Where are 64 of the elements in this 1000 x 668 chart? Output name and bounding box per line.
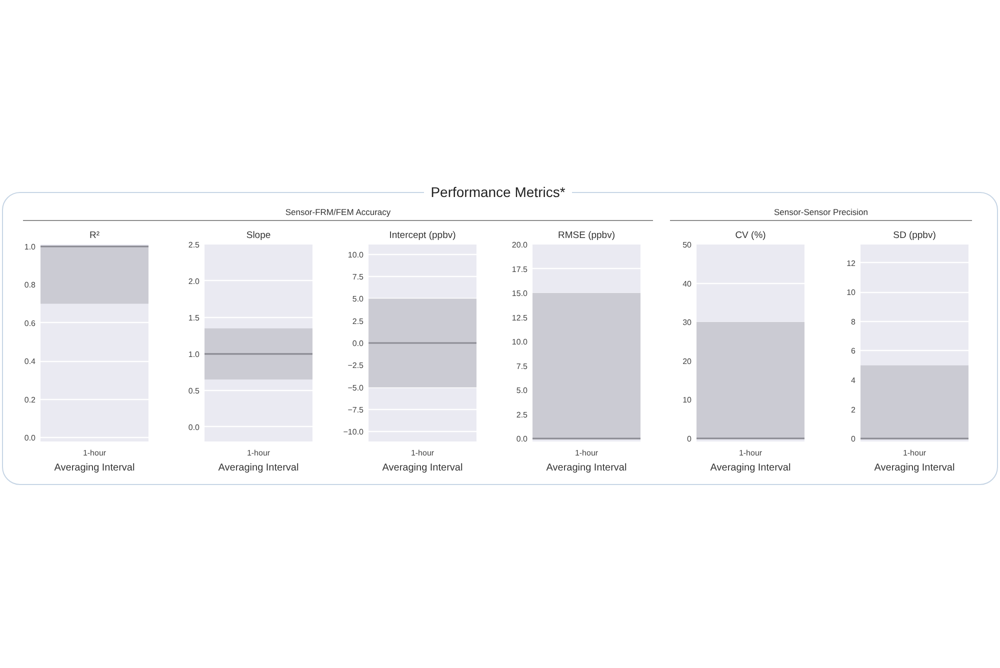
y-tick-label: 10.0 xyxy=(348,250,364,260)
y-tick-label: −10.0 xyxy=(343,428,364,437)
y-tick-label: 2.5 xyxy=(516,410,528,420)
x-tick-label: 1-hour xyxy=(738,448,762,458)
y-tick-label: 0.5 xyxy=(188,386,200,396)
x-tick-label: 1-hour xyxy=(410,448,434,458)
x-axis-title: Averaging Interval xyxy=(874,462,955,474)
y-tick-label: 0.0 xyxy=(24,434,36,443)
y-tick-label: 12.5 xyxy=(512,313,528,322)
y-tick-label: 1.0 xyxy=(188,350,200,359)
chart-title: RMSE (ppbv) xyxy=(558,230,616,241)
y-tick-label: 15.0 xyxy=(512,289,528,298)
x-axis-title: Averaging Interval xyxy=(54,462,135,474)
y-tick-label: 5.0 xyxy=(516,386,528,396)
y-tick-label: 0.0 xyxy=(188,422,200,432)
y-tick-label: 2 xyxy=(851,405,856,414)
y-tick-label: 0.8 xyxy=(24,280,36,290)
y-tick-label: 2.0 xyxy=(188,276,200,286)
y-tick-label: 20 xyxy=(682,356,692,366)
y-tick-label: −7.5 xyxy=(348,406,364,415)
x-axis-title: Averaging Interval xyxy=(710,462,791,474)
y-tick-label: 1.0 xyxy=(24,242,36,252)
y-tick-label: 5.0 xyxy=(352,294,364,304)
y-tick-label: 10 xyxy=(846,288,856,298)
y-tick-label: 6 xyxy=(851,346,856,356)
y-tick-label: 10 xyxy=(682,396,692,405)
chart-title: R² xyxy=(89,230,100,241)
x-tick-label: 1-hour xyxy=(246,448,270,458)
y-tick-label: 0.2 xyxy=(24,395,36,404)
y-tick-label: −2.5 xyxy=(348,361,364,370)
x-tick-label: 1-hour xyxy=(82,448,106,458)
y-tick-label: 2.5 xyxy=(352,316,364,326)
y-tick-label: 30 xyxy=(682,318,692,328)
text: Sensor-FRM/FEM Accuracy xyxy=(285,207,391,217)
text: Sensor-Sensor Precision xyxy=(774,207,868,217)
y-tick-label: 2.5 xyxy=(188,240,200,250)
text: Performance Metrics* xyxy=(424,184,572,200)
chart-title: Slope xyxy=(246,230,271,241)
chart-title: CV (%) xyxy=(735,230,766,241)
y-tick-label: 40 xyxy=(682,279,692,288)
y-tick-label: 17.5 xyxy=(512,264,528,274)
y-tick-label: 1.5 xyxy=(188,313,200,322)
x-axis-title: Averaging Interval xyxy=(218,462,299,474)
y-tick-label: 20.0 xyxy=(512,240,528,250)
y-tick-label: 10.0 xyxy=(512,338,528,347)
x-tick-label: 1-hour xyxy=(902,448,926,458)
y-tick-label: 0.0 xyxy=(352,339,364,348)
y-tick-label: 12 xyxy=(846,258,856,268)
x-axis-title: Averaging Interval xyxy=(546,462,627,474)
y-tick-label: 7.5 xyxy=(516,362,528,371)
y-tick-label: 0.4 xyxy=(24,357,36,366)
chart-title: SD (ppbv) xyxy=(893,230,936,241)
y-tick-label: 0 xyxy=(687,434,692,444)
y-tick-label: 8 xyxy=(851,317,856,326)
y-tick-label: 50 xyxy=(682,240,692,250)
x-axis-title: Averaging Interval xyxy=(382,462,463,474)
x-tick-label: 1-hour xyxy=(574,448,598,458)
y-tick-label: 0.0 xyxy=(516,434,528,444)
y-tick-label: −5.0 xyxy=(348,383,364,392)
y-tick-label: 4 xyxy=(851,376,856,385)
y-tick-label: 0 xyxy=(851,434,856,444)
y-tick-label: 7.5 xyxy=(352,272,364,282)
y-tick-label: 0.6 xyxy=(24,318,36,328)
chart-title: Intercept (ppbv) xyxy=(389,230,456,241)
